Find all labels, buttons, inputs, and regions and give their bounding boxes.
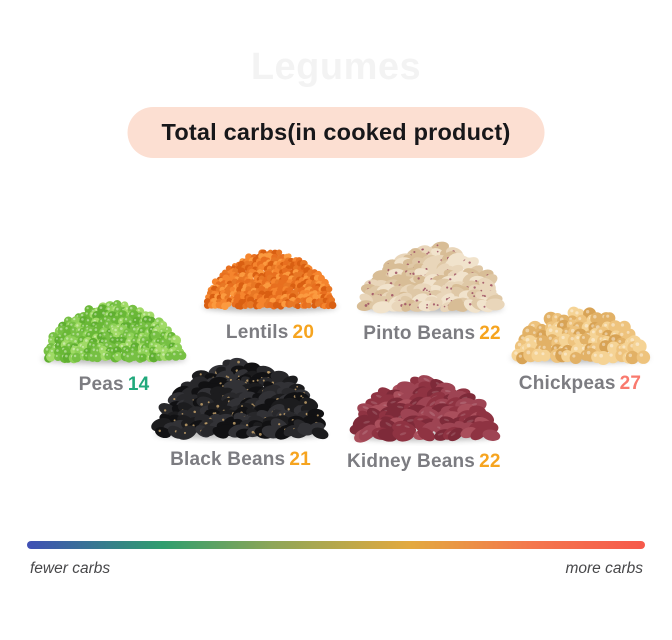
lentils-pile-image [199,239,341,312]
legume-name: Pinto Beans [363,323,476,344]
legume-item-kidney-beans: Kidney Beans 22 [347,368,501,473]
legume-name: Peas [78,374,124,395]
legume-value: 27 [619,373,642,394]
legume-name: Lentils [225,322,289,343]
legume-name: Chickpeas [518,373,616,394]
scale-label-fewer-carbs: fewer carbs [30,560,111,577]
legume-value: 22 [479,451,501,472]
legume-label: Lentils 20 [226,322,314,344]
legume-label: Kidney Beans 22 [347,451,501,473]
legume-label: Pinto Beans 22 [363,323,501,345]
chart-title: Total carbs(in cooked product) [127,107,545,158]
legume-value: 21 [289,449,311,470]
scale-label-more-carbs: more carbs [565,560,643,577]
legume-value: 22 [479,323,501,344]
black-beans-pile-image [151,351,329,440]
legume-label: Chickpeas 27 [519,373,641,395]
pinto-beans-pile-image [356,234,507,314]
legume-item-black-beans: Black Beans 21 [151,351,329,471]
legume-item-lentils: Lentils 20 [199,239,341,344]
legume-item-pinto-beans: Pinto Beans 22 [356,234,507,345]
legume-name: Kidney Beans [347,451,476,472]
chickpeas-pile-image [507,297,653,366]
legume-label: Black Beans 21 [170,449,311,471]
legume-item-chickpeas: Chickpeas 27 [507,297,653,395]
legume-label: Peas 14 [79,374,150,396]
legume-value: 20 [292,322,315,343]
page-watermark-legumes: Legumes [250,46,422,88]
carb-scale-gradient-bar [27,541,645,549]
legume-item-peas: Peas 14 [38,294,190,396]
legume-name: Black Beans [170,449,286,470]
peas-pile-image [38,294,190,364]
legume-value: 14 [127,374,150,395]
kidney-beans-pile-image [348,368,501,443]
